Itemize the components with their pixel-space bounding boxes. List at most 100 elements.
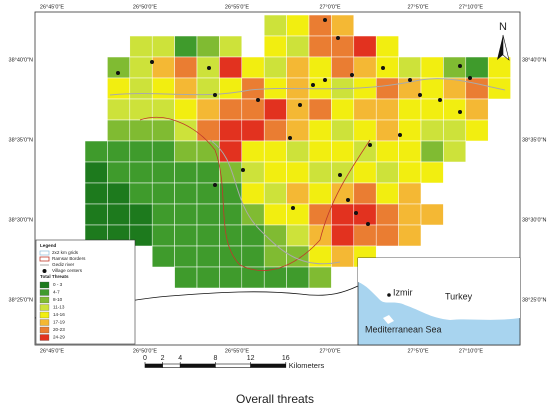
grid-cell (331, 224, 355, 247)
grid-cell (241, 182, 265, 205)
grid-cell (151, 182, 175, 205)
legend-class-label: 4-7 (53, 290, 60, 295)
grid-cell (263, 182, 287, 205)
grid-cell (375, 161, 399, 184)
grid-cell (84, 203, 108, 226)
grid-cell (353, 182, 377, 205)
grid-cell (263, 161, 287, 184)
scale-segment (179, 363, 216, 368)
grid-cell (353, 161, 377, 184)
grid-cell (151, 77, 175, 100)
grid-cell (420, 161, 444, 184)
grid-cell (219, 140, 243, 163)
grid-cell (331, 14, 355, 37)
scale-segment (250, 363, 287, 368)
scale-segment (215, 363, 251, 368)
grid-cell (129, 98, 153, 121)
top-coord-label: 27°0'0"E (319, 4, 340, 10)
grid-cell (174, 224, 198, 247)
scale-segment (144, 363, 163, 368)
right-coord-label: 38°25'0"N (522, 297, 546, 303)
grid-cell (263, 56, 287, 79)
grid-cell (398, 119, 422, 142)
grid-cell (107, 203, 131, 226)
grid-cell (107, 98, 131, 121)
inset-sea: Mediterranean Sea (365, 324, 442, 334)
left-coord-label: 38°40'0"N (9, 57, 33, 63)
grid-cell (286, 203, 310, 226)
grid-cell (420, 140, 444, 163)
scale-unit: Kilometers (289, 361, 325, 370)
grid-cell (263, 35, 287, 58)
grid-cell (263, 140, 287, 163)
threat-grid (84, 14, 511, 289)
grid-cell (219, 203, 243, 226)
river (109, 78, 506, 265)
legend-title: Legend (40, 243, 57, 248)
grid-cell (331, 140, 355, 163)
grid-cell (174, 203, 198, 226)
grid-cell (443, 119, 467, 142)
right-coord-label: 38°35'0"N (522, 137, 546, 143)
grid-cell (353, 35, 377, 58)
grid-cell (219, 98, 243, 121)
top-coord-label: 26°55'0"E (225, 4, 249, 10)
grid-cell (174, 77, 198, 100)
grid-cell (241, 56, 265, 79)
grid-cell (174, 266, 198, 289)
grid-cell (107, 119, 131, 142)
grid-cell (308, 98, 332, 121)
grid-cell (174, 56, 198, 79)
grid-cell (353, 224, 377, 247)
grid-cell (308, 224, 332, 247)
legend-symbol (39, 250, 50, 256)
legend-class-label: 14-16 (53, 312, 65, 317)
grid-cell (151, 98, 175, 121)
legend-classes-title: Total Threats (40, 274, 69, 279)
grid-cell (420, 203, 444, 226)
grid-cell (331, 35, 355, 58)
grid-cell (196, 119, 220, 142)
grid-cell (107, 140, 131, 163)
grid-cell (129, 56, 153, 79)
grid-cell (286, 161, 310, 184)
grid-cell (308, 161, 332, 184)
grid-cell (375, 98, 399, 121)
grid-cell (241, 77, 265, 100)
legend-symbol (39, 256, 50, 262)
grid-cell (196, 98, 220, 121)
grid-cell (263, 203, 287, 226)
grid-cell (151, 56, 175, 79)
grid-cell (129, 161, 153, 184)
grid-cell (375, 140, 399, 163)
grid-cell (107, 182, 131, 205)
grid-cell (263, 224, 287, 247)
grid-cell (375, 77, 399, 100)
grid-cell (308, 182, 332, 205)
grid-cell (263, 98, 287, 121)
grid-cell (331, 182, 355, 205)
grid-cell (443, 140, 467, 163)
grid-cell (196, 245, 220, 268)
grid-cell (263, 119, 287, 142)
grid-cell (129, 119, 153, 142)
grid-cell (219, 119, 243, 142)
inset-city: Izmir (393, 287, 413, 297)
grid-cell (129, 77, 153, 100)
grid-cell (353, 56, 377, 79)
right-coord-label: 38°40'0"N (522, 57, 546, 63)
right-coord-label: 38°30'0"N (522, 217, 546, 223)
grid-cell (196, 203, 220, 226)
top-coord-label: 27°10'0"E (459, 4, 483, 10)
left-coord-label: 38°30'0"N (9, 217, 33, 223)
grid-cell (174, 119, 198, 142)
grid-cell (263, 245, 287, 268)
grid-cell (398, 203, 422, 226)
legend-swatch (39, 289, 50, 296)
grid-cell (331, 161, 355, 184)
grid-cell (398, 182, 422, 205)
legend-swatch (39, 326, 50, 334)
scale-label: 16 (282, 355, 290, 362)
grid-cell (443, 56, 467, 79)
